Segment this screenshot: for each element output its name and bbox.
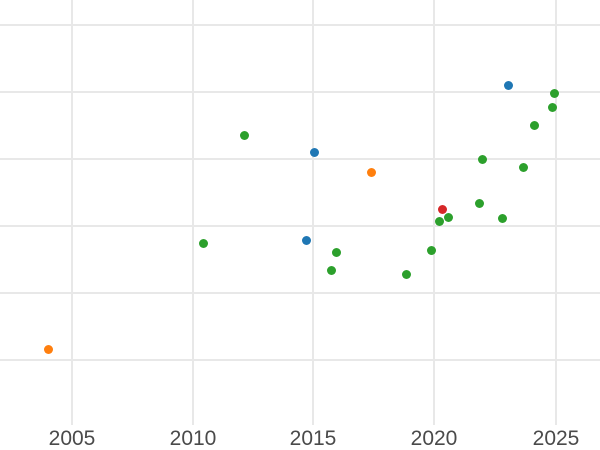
data-point-series-green xyxy=(547,102,557,112)
data-point-series-orange xyxy=(366,167,376,177)
data-point-series-green xyxy=(401,269,411,279)
data-point-series-green xyxy=(497,213,507,223)
data-point-series-green xyxy=(474,198,484,208)
data-point-series-green xyxy=(331,247,341,257)
vertical-gridline xyxy=(71,0,73,425)
data-point-series-green xyxy=(443,212,453,222)
x-tick-label: 2020 xyxy=(410,427,458,450)
horizontal-gridline xyxy=(0,292,600,294)
data-point-series-green xyxy=(426,245,436,255)
x-tick-label: 2010 xyxy=(169,427,217,450)
vertical-gridline xyxy=(312,0,314,425)
data-point-series-blue xyxy=(503,80,513,90)
data-point-series-green xyxy=(198,238,208,248)
data-point-series-green xyxy=(326,265,336,275)
horizontal-gridline xyxy=(0,158,600,160)
data-point-series-green xyxy=(549,88,559,98)
data-point-series-green xyxy=(477,154,487,164)
horizontal-gridline xyxy=(0,91,600,93)
x-tick-label: 2005 xyxy=(48,427,96,450)
horizontal-gridline xyxy=(0,24,600,26)
x-tick-label: 2025 xyxy=(532,427,580,450)
vertical-gridline xyxy=(192,0,194,425)
data-point-series-red xyxy=(437,204,447,214)
vertical-gridline xyxy=(555,0,557,425)
x-tick-label: 2015 xyxy=(289,427,337,450)
data-point-series-green xyxy=(529,120,539,130)
data-point-series-blue xyxy=(309,147,319,157)
data-point-series-blue xyxy=(301,235,311,245)
data-point-series-orange xyxy=(43,344,53,354)
data-point-series-green xyxy=(434,216,444,226)
horizontal-gridline xyxy=(0,225,600,227)
horizontal-gridline xyxy=(0,359,600,361)
vertical-gridline xyxy=(433,0,435,425)
data-point-series-green xyxy=(518,162,528,172)
data-point-series-green xyxy=(239,130,249,140)
